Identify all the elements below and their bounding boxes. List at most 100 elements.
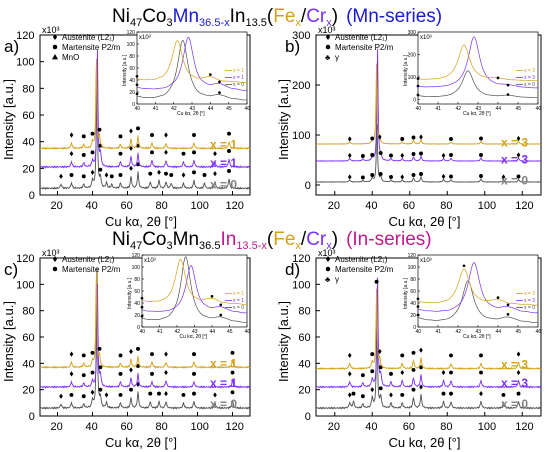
peak-marker bbox=[441, 173, 446, 180]
inset-x-tick-label: 40 bbox=[416, 106, 422, 112]
panel-label: d) bbox=[285, 260, 300, 279]
peak-marker bbox=[389, 175, 393, 179]
peak-marker bbox=[374, 279, 379, 284]
series-label-2: x = 1 bbox=[210, 356, 237, 370]
peak-marker bbox=[98, 365, 103, 370]
inset-x-tick-label: 41 bbox=[153, 106, 159, 112]
peak-marker bbox=[449, 353, 453, 358]
title-in: In bbox=[220, 229, 236, 250]
series-line-1 bbox=[315, 48, 542, 162]
inset-peak-marker bbox=[416, 297, 420, 301]
peak-marker bbox=[389, 392, 393, 398]
peak-marker bbox=[69, 392, 74, 397]
inset-series-line-1 bbox=[136, 36, 248, 91]
series-line-1 bbox=[39, 283, 251, 389]
panel-2: x = 0x = 1x = 120 40 60 80 100 12002040608010… bbox=[1, 248, 251, 450]
panel-label: b) bbox=[285, 37, 300, 56]
peak-marker bbox=[129, 165, 133, 171]
y-tick-label: 0 bbox=[29, 190, 35, 202]
inset-legend-label: x = 0 bbox=[524, 305, 535, 311]
title-fe-sub: x bbox=[295, 17, 301, 29]
y-tick-label: 60 bbox=[22, 110, 34, 122]
series-line-2 bbox=[315, 63, 542, 145]
series-label-0: x = 0 bbox=[210, 397, 237, 411]
inset-y-tick-label: 100 bbox=[132, 265, 141, 271]
y-tick-label: 20 bbox=[22, 385, 34, 397]
inset-y-tick-label: 20 bbox=[410, 313, 416, 319]
inset-peak-marker bbox=[219, 303, 223, 307]
inset-legend-label: x = 0 bbox=[233, 82, 244, 88]
peak-marker bbox=[69, 371, 74, 377]
peak-marker bbox=[97, 127, 102, 132]
title-series-name: (In-series) bbox=[346, 229, 432, 250]
inset-x-tick-label: 46 bbox=[536, 329, 542, 335]
peak-marker bbox=[150, 150, 154, 155]
inset-peak-marker bbox=[496, 76, 500, 80]
peak-marker bbox=[118, 134, 123, 139]
title-co: Co bbox=[142, 6, 166, 27]
legend-label: Austenite (L2₁) bbox=[62, 33, 115, 42]
title-co: Co bbox=[142, 229, 166, 250]
peak-marker bbox=[202, 173, 207, 177]
y-axis-label: Intensity [a.u.] bbox=[276, 79, 291, 160]
peak-marker bbox=[516, 152, 521, 158]
series-label-1: x = 1 bbox=[210, 156, 237, 170]
peak-marker bbox=[192, 150, 196, 155]
inset-x-tick-label: 42 bbox=[456, 329, 462, 335]
y-tick-label: 0 bbox=[29, 411, 35, 423]
title-in-sub: 13.5-x bbox=[236, 240, 267, 252]
peak-marker bbox=[351, 391, 356, 396]
title-slash: / bbox=[301, 6, 307, 27]
peak-marker bbox=[347, 174, 352, 180]
x-tick-label: 120 bbox=[226, 200, 244, 212]
inset-x-tick-label: 45 bbox=[226, 106, 232, 112]
peak-marker bbox=[129, 367, 133, 373]
peak-marker bbox=[81, 174, 86, 179]
legend-marker-circle bbox=[325, 44, 331, 50]
peak-marker bbox=[81, 153, 86, 157]
peak-marker bbox=[360, 394, 365, 399]
y-tick-label: 40 bbox=[22, 137, 34, 149]
peak-marker bbox=[181, 172, 186, 178]
legend-marker-circle bbox=[325, 266, 331, 272]
peak-marker bbox=[104, 392, 109, 398]
peak-marker bbox=[164, 171, 168, 176]
y-tick-label: 0 bbox=[305, 180, 311, 192]
peak-marker bbox=[370, 352, 375, 357]
peak-marker bbox=[90, 350, 95, 355]
inset-peak-marker bbox=[219, 313, 223, 317]
peak-marker bbox=[419, 347, 423, 353]
x-tick-label: 100 bbox=[191, 200, 209, 212]
peak-marker bbox=[118, 392, 123, 397]
peak-marker bbox=[347, 152, 352, 159]
inset-legend-label: x = 3 bbox=[524, 291, 535, 297]
x-axis-label: Cu kα, 2θ [°] bbox=[389, 214, 461, 229]
peak-marker bbox=[370, 173, 375, 177]
series-label-2: x = 3 bbox=[501, 136, 528, 150]
legend-label: Austenite (L2₁) bbox=[62, 255, 115, 264]
y-tick-label: 40 bbox=[298, 358, 310, 370]
peak-marker bbox=[370, 136, 375, 141]
peak-marker bbox=[419, 384, 423, 390]
x-tick-label: 40 bbox=[365, 421, 377, 433]
inset-y-tick-label: 40 bbox=[129, 78, 135, 84]
peak-marker bbox=[90, 389, 95, 395]
peak-marker bbox=[347, 371, 352, 377]
title-cr-sub: x bbox=[326, 17, 332, 29]
peak-marker bbox=[192, 133, 196, 137]
inset-legend-label: x = 0 bbox=[233, 305, 244, 311]
peak-marker bbox=[181, 151, 186, 156]
peak-marker bbox=[449, 391, 453, 396]
legend-label: Austenite (L2₁) bbox=[335, 255, 388, 264]
y-tick-label: 20 bbox=[298, 385, 310, 397]
inset-y-tick-label: 60 bbox=[134, 289, 140, 295]
peak-marker bbox=[230, 350, 235, 355]
title-ni-sub: 47 bbox=[130, 17, 142, 29]
legend-marker-diamond bbox=[325, 256, 331, 262]
inset-peak-marker bbox=[416, 77, 420, 80]
inset-x-tick-label: 42 bbox=[456, 106, 462, 112]
x-tick-label: 20 bbox=[328, 200, 340, 212]
panel-0: x = 0x = 1x = 120 40 60 80 100 12002040608010… bbox=[1, 25, 251, 229]
peak-marker bbox=[81, 373, 86, 378]
peak-marker bbox=[400, 174, 405, 180]
